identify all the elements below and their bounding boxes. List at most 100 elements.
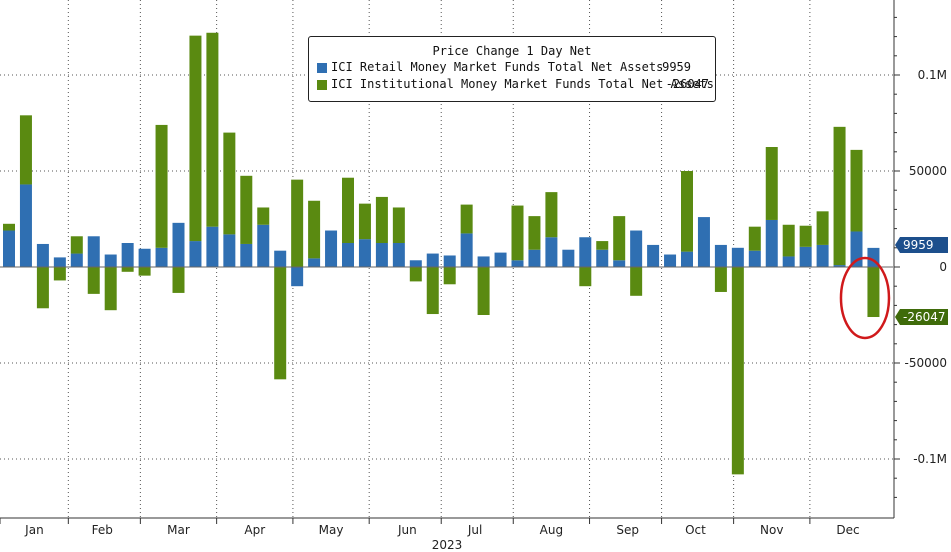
x-tick-label: Jan <box>24 523 44 537</box>
bar-institutional <box>545 192 558 238</box>
bar-retail <box>308 258 321 267</box>
bar-retail <box>647 244 660 267</box>
bar-institutional <box>443 267 456 285</box>
y-tick-label: 0 <box>939 260 947 274</box>
bar-retail <box>494 252 507 267</box>
bar-institutional <box>223 132 236 235</box>
bar-institutional <box>291 179 304 267</box>
bar-retail <box>816 244 829 267</box>
bar-retail <box>562 249 575 267</box>
bar-retail <box>613 260 626 267</box>
legend-item-institutional: ICI Institutional Money Market Funds Tot… <box>309 77 715 94</box>
bar-retail <box>342 243 354 267</box>
bar-institutional <box>681 171 693 252</box>
bar-institutional <box>409 267 422 282</box>
bar-institutional <box>274 267 287 380</box>
bar-institutional <box>308 200 321 259</box>
bar-institutional <box>19 115 32 185</box>
bar-retail <box>833 265 846 267</box>
bar-institutional <box>799 225 812 247</box>
bar-retail <box>70 253 83 267</box>
bar-institutional <box>613 216 626 261</box>
highlight-ellipse <box>839 256 891 340</box>
last-value-tag-institutional-text: -26047 <box>903 310 946 324</box>
bar-retail <box>358 239 371 267</box>
bar-institutional <box>257 207 270 225</box>
bar-retail <box>138 248 151 267</box>
bar-institutional <box>833 126 846 266</box>
y-tick-label: -0.1M <box>913 452 947 466</box>
x-tick-label: Oct <box>685 523 706 537</box>
bar-institutional <box>342 177 354 243</box>
x-tick-label: Dec <box>836 523 859 537</box>
legend-swatch-retail <box>317 63 327 73</box>
bar-institutional <box>528 216 541 250</box>
last-value-tag-institutional-bg <box>895 309 948 326</box>
legend-label-institutional: ICI Institutional Money Market Funds Tot… <box>331 77 714 91</box>
last-value-tag-retail-text: 9959 <box>903 238 934 252</box>
bar-institutional <box>392 207 405 243</box>
x-tick-label: Aug <box>540 523 563 537</box>
bar-retail <box>53 257 66 267</box>
bar-retail <box>748 250 761 267</box>
bar-institutional <box>850 149 863 232</box>
bar-institutional <box>189 35 202 242</box>
bar-institutional <box>714 267 727 292</box>
bar-retail <box>155 247 168 267</box>
bar-retail <box>3 230 15 267</box>
bar-retail <box>765 219 778 267</box>
bar-institutional <box>765 147 778 220</box>
legend-value-institutional: -26047 <box>665 77 709 91</box>
bar-retail <box>714 244 727 267</box>
bar-institutional <box>460 204 473 234</box>
x-axis-label: 2023 <box>432 538 463 552</box>
x-tick-label: Apr <box>244 523 265 537</box>
chart-title: Price Change 1 Day Net <box>432 44 592 58</box>
bar-retail <box>681 251 693 267</box>
bar-retail <box>511 260 524 267</box>
bar-retail <box>782 256 795 267</box>
bar-institutional <box>426 267 439 315</box>
bar-retail <box>596 249 609 267</box>
bar-retail <box>426 253 439 267</box>
bar-retail <box>630 230 643 267</box>
bar-institutional <box>782 224 795 257</box>
bar-institutional <box>121 267 134 272</box>
bar-retail <box>274 250 287 267</box>
bar-retail <box>189 241 202 267</box>
x-tick-label: Mar <box>167 523 190 537</box>
last-value-tag-retail-bg <box>895 236 948 253</box>
bar-institutional <box>155 124 168 248</box>
y-tick-label: 50000 <box>909 164 947 178</box>
bar-institutional <box>630 267 643 296</box>
bar-institutional <box>375 196 388 243</box>
bar-institutional <box>70 236 83 254</box>
bar-retail <box>545 237 558 267</box>
bar-retail <box>409 260 422 267</box>
bar-retail <box>664 254 677 267</box>
bar-retail <box>375 243 388 267</box>
bar-retail <box>172 222 185 267</box>
bar-retail <box>697 217 710 267</box>
bar-institutional <box>53 267 66 281</box>
y-tick-label: 0.1M <box>918 68 947 82</box>
legend-value-retail: 9959 <box>662 60 691 74</box>
bar-retail <box>240 243 253 267</box>
x-tick-label: Jul <box>467 523 482 537</box>
bar-retail <box>392 243 405 267</box>
bar-institutional <box>731 267 744 475</box>
x-tick-label: Jun <box>397 523 417 537</box>
bar-retail <box>87 236 100 267</box>
bar-retail <box>36 243 49 267</box>
bar-institutional <box>596 241 609 250</box>
x-tick-label: Sep <box>616 523 639 537</box>
bar-retail <box>799 246 812 267</box>
bar-institutional <box>3 223 15 231</box>
bar-retail <box>291 267 304 287</box>
bar-retail <box>325 230 338 267</box>
legend-item-retail: ICI Retail Money Market Funds Total Net … <box>309 60 715 77</box>
y-tick-label: -50000 <box>904 356 947 370</box>
chart-legend: Price Change 1 Day Net ICI Retail Money … <box>308 36 716 102</box>
